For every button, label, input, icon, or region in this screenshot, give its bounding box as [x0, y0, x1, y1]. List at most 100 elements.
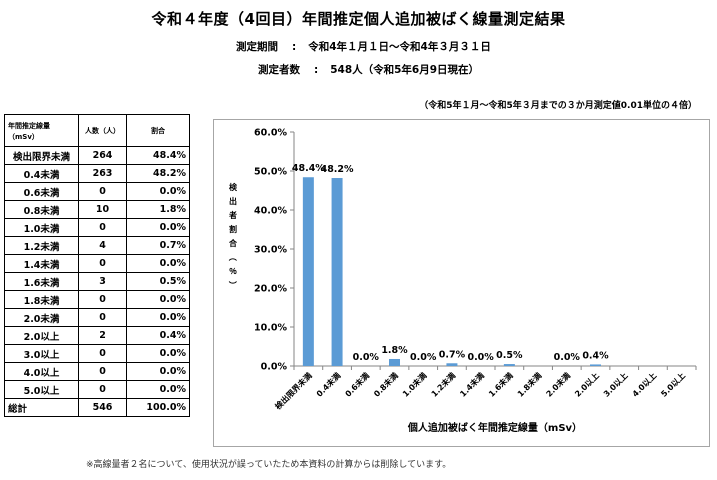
data-label: 1.8% — [381, 345, 408, 356]
table-total-row: 総計 546 100.0% — [4, 398, 190, 417]
table-row: 2.0未満 0 0.0% — [4, 308, 190, 327]
row-dose: 0.4未満 — [4, 164, 79, 183]
data-label: 0.0% — [467, 352, 494, 363]
row-count: 3 — [78, 272, 127, 291]
bar-検出限界未満 — [302, 177, 314, 366]
table-row: 1.4未満 0 0.0% — [4, 254, 190, 273]
y-tick-label: 30.0% — [254, 245, 287, 256]
row-ratio: 0.4% — [126, 326, 190, 345]
table-row: 検出限界未満 264 48.4% — [4, 146, 190, 165]
row-ratio: 0.0% — [126, 290, 190, 309]
table-row: 3.0以上 0 0.0% — [4, 344, 190, 363]
x-tick-label: 1.8未満 — [515, 370, 543, 398]
data-label: 0.0% — [353, 352, 380, 363]
header-dose-line: 年間推定線量 — [8, 121, 50, 130]
header-ratio: 割合 — [126, 114, 190, 147]
y-axis-label-char: 合 — [228, 238, 238, 248]
row-dose: 1.4未満 — [4, 254, 79, 273]
row-count: 0 — [78, 380, 127, 399]
row-dose: 1.6未満 — [4, 272, 79, 291]
data-label: 48.2% — [321, 164, 354, 175]
dose-table: 年間推定線量 （mSv） 人数（人） 割合 検出限界未満 264 48.4% 0.4未満… — [4, 114, 190, 417]
y-tick-label: 20.0% — [254, 284, 287, 295]
row-dose: 2.0以上 — [4, 326, 79, 345]
y-tick-label: 40.0% — [254, 206, 287, 217]
row-count: 10 — [78, 200, 127, 219]
row-ratio: 0.0% — [126, 344, 190, 363]
count-value: 548人（令和5年6月9日現在） — [330, 64, 480, 76]
row-ratio: 0.0% — [126, 362, 190, 381]
row-ratio: 0.0% — [126, 380, 190, 399]
x-tick-label: 検出限界未満 — [273, 370, 314, 411]
measured-count: 測定者数:548人（令和5年6月9日現在） — [258, 62, 479, 77]
row-ratio: 0.5% — [126, 272, 190, 291]
x-tick-label: 0.8未満 — [372, 370, 400, 398]
y-axis-label-char: 検 — [229, 182, 238, 192]
page-title: 令和４年度（4回目）年間推定個人追加被ばく線量測定結果 — [151, 10, 566, 28]
y-axis-label-char: （ — [228, 253, 238, 261]
x-tick-label: 5.0以上 — [659, 370, 687, 398]
row-count: 4 — [78, 236, 127, 255]
y-tick-label: 0.0% — [261, 362, 288, 373]
row-count: 0 — [78, 254, 127, 273]
table-row: 1.2未満 4 0.7% — [4, 236, 190, 255]
row-count: 0 — [78, 308, 127, 327]
x-tick-label: 4.0以上 — [630, 370, 658, 398]
y-axis-label-char: ） — [228, 281, 238, 289]
count-separator: : — [314, 64, 319, 76]
table-row: 0.8未満 10 1.8% — [4, 200, 190, 219]
row-ratio: 0.0% — [126, 308, 190, 327]
header-count: 人数（人） — [78, 114, 127, 147]
dose-table-header: 年間推定線量 （mSv） 人数（人） 割合 — [4, 114, 190, 147]
row-count: 0 — [78, 344, 127, 363]
x-tick-label: 2.0未満 — [544, 370, 572, 398]
row-dose: 1.8未満 — [4, 290, 79, 309]
row-count: 0 — [78, 218, 127, 237]
data-label: 48.4% — [292, 163, 325, 174]
header-dose-line: （mSv） — [8, 132, 39, 141]
x-tick-label: 1.0未満 — [400, 370, 428, 398]
period-label: 測定期間 — [236, 41, 278, 53]
data-label: 0.4% — [582, 350, 609, 361]
bar-1.6未満 — [503, 364, 515, 366]
row-ratio: 0.0% — [126, 182, 190, 201]
x-tick-label: 0.6未満 — [343, 370, 371, 398]
y-tick-label: 60.0% — [254, 128, 287, 139]
x-tick-label: 1.6未満 — [486, 370, 514, 398]
x-axis-label: 個人追加被ばく年間推定線量（mSv） — [407, 421, 582, 434]
row-ratio: 1.8% — [126, 200, 190, 219]
bar-2.0以上 — [590, 364, 601, 366]
row-dose: 0.6未満 — [4, 182, 79, 201]
table-row: 1.8未満 0 0.0% — [4, 290, 190, 309]
bar-0.4未満 — [331, 178, 343, 366]
x-tick-label: 1.2未満 — [429, 370, 457, 398]
period-value: 令和4年１月１日～令和4年３月３１日 — [308, 41, 491, 53]
bar-0.8未満 — [389, 358, 400, 366]
chart-area: 0.0% 10.0% 20.0% 30.0% 40.0% 50.0% 60.0% 検出者割合 （… — [213, 119, 710, 447]
data-label: 0.7% — [439, 349, 466, 360]
measurement-period: 測定期間: 令和4年１月１日～令和4年３月３１日 — [236, 39, 491, 54]
row-count: 0 — [78, 290, 127, 309]
period-separator: : — [292, 41, 297, 53]
row-dose: 1.0未満 — [4, 218, 79, 237]
table-row: 2.0以上 2 0.4% — [4, 326, 190, 345]
table-row: 1.6未満 3 0.5% — [4, 272, 190, 291]
header-dose: 年間推定線量 （mSv） — [4, 114, 79, 147]
row-ratio: 0.0% — [126, 254, 190, 273]
footnote: ※高線量者２名について、使用状況が誤っていたため本資料の計算からは削除しています… — [86, 460, 452, 470]
row-count: 546 — [78, 398, 127, 417]
row-ratio: 100.0% — [126, 398, 190, 417]
row-ratio: 48.2% — [126, 164, 190, 183]
row-dose: 0.8未満 — [4, 200, 79, 219]
row-ratio: 0.0% — [126, 218, 190, 237]
row-dose: 5.0以上 — [4, 380, 79, 399]
row-ratio: 48.4% — [126, 146, 190, 165]
row-count: 263 — [78, 164, 127, 183]
table-row: 5.0以上 0 0.0% — [4, 380, 190, 399]
y-axis-label-char: 者 — [228, 210, 237, 220]
y-axis-label-char: 割 — [229, 224, 237, 234]
row-dose: 2.0未満 — [4, 308, 79, 327]
row-dose: 4.0以上 — [4, 362, 79, 381]
data-label: 0.0% — [554, 352, 581, 363]
